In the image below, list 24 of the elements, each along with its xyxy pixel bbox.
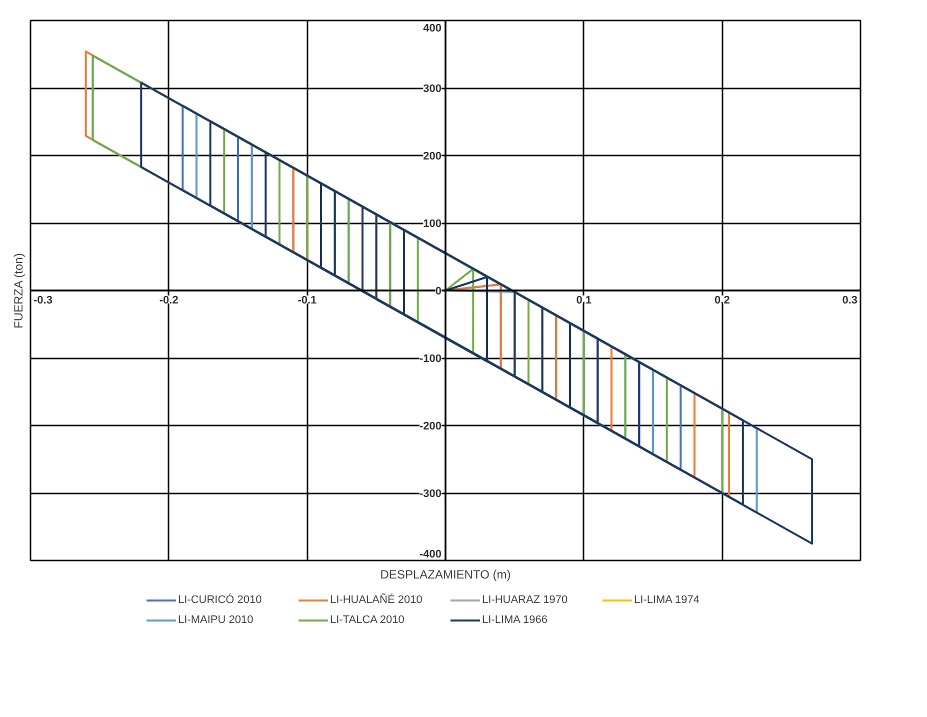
legend-label: LI-HUARAZ 1970 xyxy=(482,594,569,606)
x-tick-label: -0.1 xyxy=(298,294,317,306)
x-tick-label: -0.2 xyxy=(159,294,178,306)
x-axis-title: DESPLAZAMIENTO (m) xyxy=(380,568,511,582)
y-tick-label: 100 xyxy=(423,218,442,230)
y-tick-label: 200 xyxy=(423,150,442,162)
x-tick-label: 0.3 xyxy=(842,294,858,306)
legend-label: LI-TALCA 2010 xyxy=(330,614,406,626)
y-tick-label: -200 xyxy=(419,420,442,432)
legend-label: LI-HUALAÑÉ 2010 xyxy=(330,594,424,606)
legend-label: LI-CURICÓ 2010 xyxy=(178,594,263,606)
x-tick-label: -0.3 xyxy=(34,294,52,306)
y-tick-label: 400 xyxy=(423,22,442,34)
y-tick-label: -400 xyxy=(419,548,442,560)
legend-label: LI-MAIPU 2010 xyxy=(178,614,254,626)
legend-label: LI-LIMA 1966 xyxy=(482,614,548,626)
x-tick-label: 0.1 xyxy=(576,294,592,306)
y-tick-label: 0 xyxy=(435,286,442,298)
x-tick-label: 0.2 xyxy=(714,294,730,306)
y-tick-label: 300 xyxy=(423,83,442,95)
y-tick-label: -100 xyxy=(419,353,442,365)
legend-label: LI-LIMA 1974 xyxy=(634,594,700,606)
y-tick-label: -300 xyxy=(419,488,442,500)
y-axis-title: FUERZA (ton) xyxy=(12,253,26,329)
